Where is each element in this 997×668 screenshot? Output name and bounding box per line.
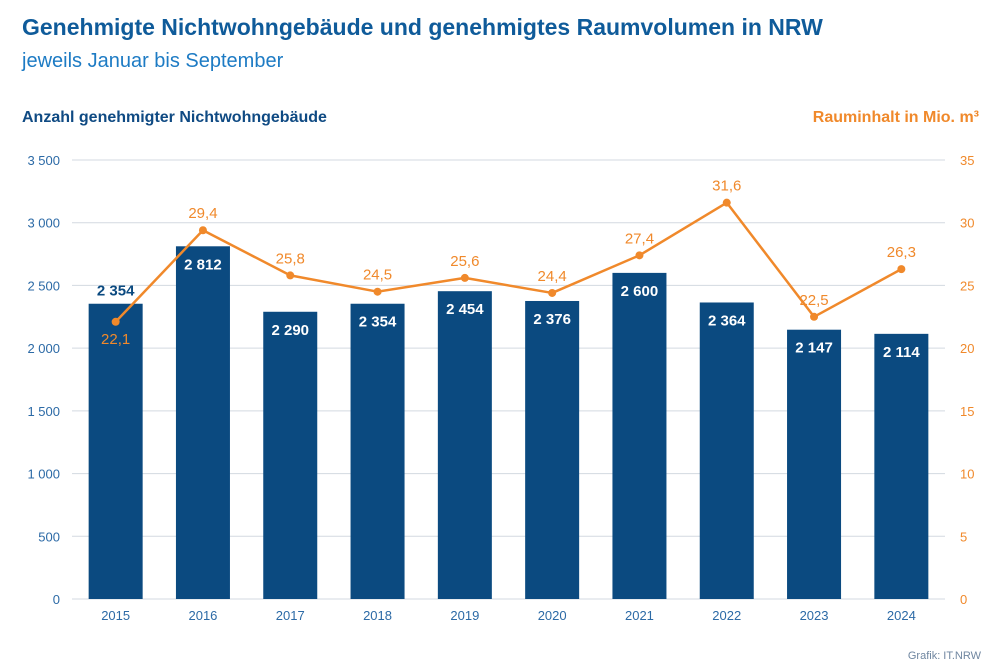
- bar: [874, 333, 929, 599]
- bar: [175, 246, 230, 599]
- line-point: [548, 288, 557, 297]
- line-value-label: 29,4: [188, 205, 217, 222]
- right-axis-tick-label: 20: [960, 341, 974, 356]
- x-axis-tick-label: 2021: [625, 608, 654, 623]
- line-value-label: 27,4: [625, 230, 654, 247]
- line-series: [114, 201, 902, 323]
- right-axis-label: Rauminhalt in Mio. m³: [812, 109, 979, 126]
- left-axis-tick-label: 1 500: [27, 404, 60, 419]
- line-point: [635, 251, 644, 260]
- line-value-label: 24,4: [538, 268, 567, 285]
- line-point: [286, 271, 295, 280]
- x-axis-tick-label: 2017: [276, 608, 305, 623]
- line-point: [722, 198, 731, 207]
- left-axis-tick-label: 500: [38, 529, 60, 544]
- bar-value-label: 2 812: [184, 256, 222, 273]
- left-axis-tick-label: 3 500: [27, 153, 60, 168]
- bar-value-label: 2 114: [883, 344, 920, 361]
- line-value-label: 25,6: [450, 253, 479, 270]
- line-value-label: 31,6: [712, 178, 741, 195]
- left-axis-tick-label: 1 000: [27, 467, 60, 482]
- line-point: [198, 226, 207, 235]
- chart-title: Genehmigte Nichtwohngebäude und genehmig…: [22, 14, 823, 40]
- x-axis-tick-label: 2023: [800, 608, 829, 623]
- line-point: [897, 265, 906, 274]
- line-point: [111, 317, 120, 326]
- x-axis-tick-label: 2016: [188, 608, 217, 623]
- left-axis-tick-label: 2 000: [27, 341, 60, 356]
- bar: [263, 311, 318, 599]
- x-axis-tick-label: 2024: [887, 608, 916, 623]
- right-axis-tick-label: 0: [960, 592, 967, 607]
- bar-value-label: 2 364: [708, 312, 746, 329]
- right-axis-tick-label: 25: [960, 278, 974, 293]
- line-value-label: 24,5: [363, 267, 392, 284]
- bar-value-label: 2 354: [359, 314, 397, 331]
- bar: [699, 302, 754, 599]
- x-axis-tick-label: 2020: [538, 608, 567, 623]
- line-value-label: 22,5: [799, 292, 828, 309]
- x-axis-tick-label: 2018: [363, 608, 392, 623]
- bar-value-label: 2 454: [446, 301, 484, 318]
- bar-value-label: 2 290: [271, 322, 309, 339]
- line-point: [460, 273, 469, 282]
- line-value-label: 25,8: [276, 250, 305, 267]
- bar: [525, 300, 580, 599]
- left-axis-tick-label: 2 500: [27, 278, 60, 293]
- left-axis-label: Anzahl genehmigter Nichtwohngebäude: [22, 109, 327, 126]
- bar-value-label: 2 600: [621, 283, 659, 300]
- bar-value-label: 2 354: [97, 283, 135, 300]
- right-axis-tick-label: 30: [960, 216, 974, 231]
- bar-value-label: 2 147: [795, 340, 833, 357]
- bar: [437, 291, 492, 599]
- bar: [88, 303, 143, 599]
- right-axis-tick-label: 15: [960, 404, 974, 419]
- line-value-label: 26,3: [887, 244, 916, 261]
- left-axis-tick-label: 0: [53, 592, 60, 607]
- x-axis-tick-label: 2022: [712, 608, 741, 623]
- right-axis-tick-label: 10: [960, 467, 974, 482]
- right-axis-tick-label: 5: [960, 529, 967, 544]
- right-axis-tick-label: 35: [960, 153, 974, 168]
- bar: [787, 329, 842, 599]
- line-point: [810, 312, 819, 321]
- bar: [612, 272, 667, 599]
- bar: [350, 303, 405, 599]
- line-value-label: 22,1: [101, 331, 130, 348]
- chart-subtitle: jeweils Januar bis September: [22, 50, 284, 72]
- x-axis-tick-label: 2015: [101, 608, 130, 623]
- x-axis-tick-label: 2019: [450, 608, 479, 623]
- line-point: [373, 287, 382, 296]
- left-axis-tick-label: 3 000: [27, 216, 60, 231]
- source-credit: Grafik: IT.NRW: [907, 650, 981, 662]
- bar-value-label: 2 376: [533, 311, 571, 328]
